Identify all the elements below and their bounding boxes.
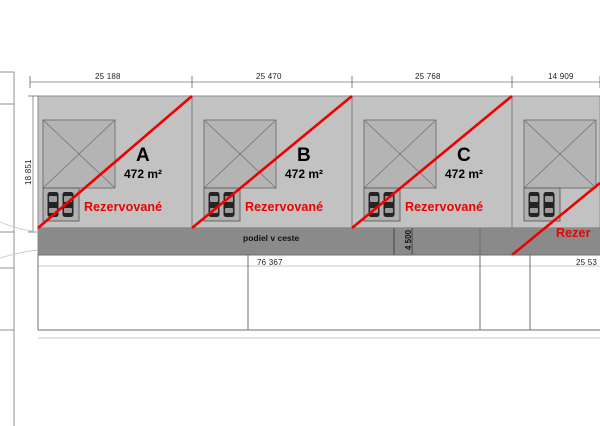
parcel-b[interactable] xyxy=(191,94,353,230)
parcel-d[interactable] xyxy=(511,119,600,257)
house-footprint-d xyxy=(523,119,597,189)
road-width-dimension: 4 500 xyxy=(404,229,413,250)
parcel-a-letter: A xyxy=(136,145,151,166)
parcel-dividers xyxy=(191,96,513,228)
house-footprint-a xyxy=(42,119,116,189)
garage-a xyxy=(42,187,80,222)
reserved-strike-d xyxy=(511,181,600,257)
top-dimension-1: 25 188 xyxy=(95,72,121,81)
left-margin-scale xyxy=(0,71,15,426)
reserved-strike-b xyxy=(191,94,353,230)
car-icon xyxy=(543,192,555,217)
parcel-block xyxy=(37,95,600,229)
reserved-strike-a xyxy=(37,95,193,229)
top-dimension-4: 14 909 xyxy=(548,72,574,81)
road-width-dimension-ticks xyxy=(393,228,413,255)
parcel-d-status: Rezer xyxy=(556,226,591,240)
parcel-b-letter: B xyxy=(297,145,312,166)
parcel-b-area: 472 m² xyxy=(285,167,324,181)
parcel-c[interactable] xyxy=(351,94,513,230)
site-boundary-curves xyxy=(0,221,39,259)
car-icon xyxy=(528,192,540,217)
top-dimension-3: 25 768 xyxy=(415,72,441,81)
parcel-c-letter: C xyxy=(457,145,472,166)
parcel-a[interactable] xyxy=(37,95,193,229)
road-strip-left xyxy=(38,228,480,255)
house-footprint-b xyxy=(203,119,277,189)
reserved-strike-c xyxy=(351,94,513,230)
parcel-b-status: Rezervované xyxy=(245,200,324,214)
garage-d xyxy=(523,187,561,222)
road-share-label: podiel v ceste xyxy=(243,233,300,243)
parcel-a-status: Rezervované xyxy=(84,200,163,214)
lower-boundary-lines xyxy=(37,228,600,339)
top-dimension-2: 25 470 xyxy=(256,72,282,81)
parcel-c-area: 472 m² xyxy=(445,167,484,181)
house-footprint-c xyxy=(363,119,437,189)
parcel-c-status: Rezervované xyxy=(405,200,484,214)
top-dimension-line xyxy=(29,76,600,88)
parcel-a-area: 472 m² xyxy=(124,167,163,181)
bottom-dimension-1: 76 367 xyxy=(257,258,283,267)
left-dimension-1: 18 851 xyxy=(24,159,33,185)
bottom-dimension-2: 25 53 xyxy=(576,258,598,267)
car-icon xyxy=(47,192,59,217)
